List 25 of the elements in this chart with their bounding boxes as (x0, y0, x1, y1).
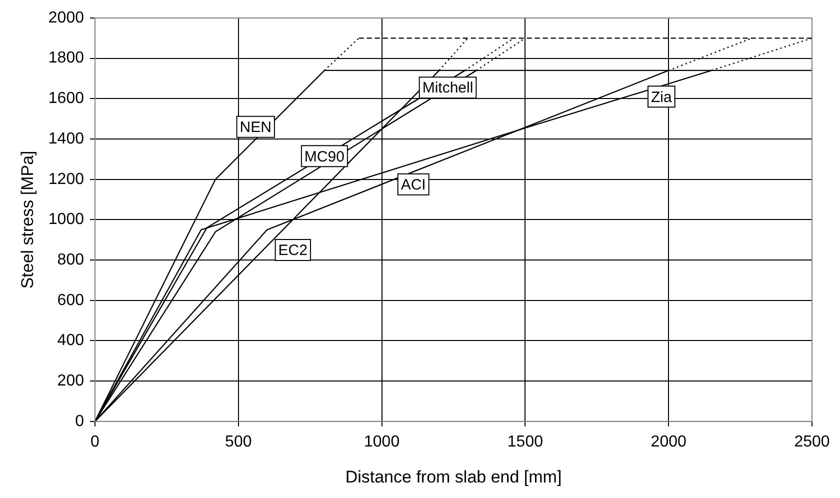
x-tick-label: 500 (225, 433, 252, 450)
annotation: MC90 (304, 148, 344, 166)
annotation: ACI (400, 176, 426, 194)
x-tick-label: 2500 (794, 433, 830, 450)
y-tick-label: 0 (75, 412, 84, 430)
x-tick-label: 0 (90, 433, 100, 450)
y-tick-label: 1200 (48, 170, 84, 188)
annotation: Zia (651, 88, 672, 106)
y-tick-label: 200 (57, 372, 84, 390)
y-tick-label: 600 (57, 292, 84, 309)
x-tick-label: 1000 (364, 433, 400, 450)
x-axis-title: Distance from slab end [mm] (345, 467, 562, 486)
annotation: Mitchell (422, 80, 474, 97)
y-tick-label: 1000 (48, 211, 84, 228)
y-tick-label: 1400 (48, 130, 84, 148)
y-tick-label: 1800 (48, 50, 84, 67)
x-tick-label: 1500 (507, 433, 544, 450)
y-tick-label: 2000 (48, 9, 84, 26)
annotation: EC2 (278, 242, 308, 260)
y-tick-label: 400 (57, 332, 84, 350)
x-tick-label: 2000 (650, 433, 686, 450)
annotation: NEN (240, 119, 272, 136)
y-tick-label: 1600 (48, 90, 84, 108)
y-tick-label: 800 (57, 251, 84, 268)
y-axis-title: Steel stress [MPa] (18, 150, 37, 289)
